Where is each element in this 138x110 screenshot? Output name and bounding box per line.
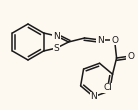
Text: Cl: Cl <box>103 83 112 92</box>
Text: O: O <box>127 51 134 61</box>
Text: N: N <box>53 31 60 40</box>
Text: O: O <box>111 36 118 45</box>
Text: S: S <box>54 43 59 52</box>
Text: N: N <box>90 92 97 101</box>
Text: N: N <box>97 36 104 45</box>
